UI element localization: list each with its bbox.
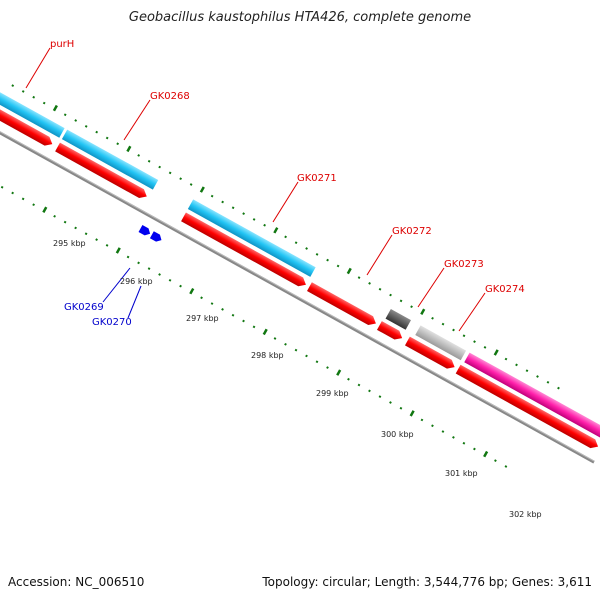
kbp-label: 299 kbp bbox=[316, 389, 349, 398]
feature-GK0272[interactable] bbox=[385, 308, 411, 330]
kbp-label: 300 kbp bbox=[381, 430, 414, 439]
feature-GK0268[interactable] bbox=[61, 129, 159, 190]
cds-track bbox=[0, 85, 600, 451]
kbp-label: 298 kbp bbox=[251, 351, 284, 360]
cds-arrow[interactable] bbox=[55, 142, 149, 201]
gene-label-purH: purH bbox=[50, 39, 74, 50]
gene-label-GK0272: GK0272 bbox=[392, 226, 432, 237]
cds-arrow[interactable] bbox=[455, 364, 600, 451]
feature-GK0274[interactable] bbox=[464, 352, 600, 440]
cds-arrow[interactable] bbox=[307, 282, 378, 328]
map-title: Geobacillus kaustophilus HTA426, complet… bbox=[128, 10, 472, 25]
kbp-label: 295 kbp bbox=[53, 239, 86, 248]
kbp-label: 301 kbp bbox=[445, 469, 478, 478]
leader-lines bbox=[25, 47, 486, 332]
gene-label-GK0270: GK0270 bbox=[92, 317, 132, 328]
feature-GK0269[interactable] bbox=[138, 224, 152, 237]
feature-GK0271[interactable] bbox=[187, 199, 316, 277]
gene-label-GK0274: GK0274 bbox=[485, 284, 525, 295]
feature-GK0270[interactable] bbox=[149, 231, 163, 243]
cds-arrow[interactable] bbox=[404, 336, 457, 372]
kbp-label: 302 kbp bbox=[509, 510, 542, 519]
feature-GK0273[interactable] bbox=[415, 325, 467, 361]
feature-purH[interactable] bbox=[0, 72, 65, 138]
kbp-label: 296 kbp bbox=[120, 277, 153, 286]
gene-label-GK0273: GK0273 bbox=[444, 259, 484, 270]
gene-label-GK0269: GK0269 bbox=[64, 302, 104, 313]
outer-tick-row bbox=[11, 84, 560, 390]
accession-text: Accession: NC_006510 bbox=[8, 575, 145, 589]
cds-arrow[interactable] bbox=[376, 321, 405, 342]
cds-arrow[interactable] bbox=[0, 85, 55, 148]
genome-backbone bbox=[0, 92, 595, 464]
genome-stats-text: Topology: circular; Length: 3,544,776 bp… bbox=[262, 575, 592, 589]
feature-track-outer bbox=[0, 72, 600, 440]
gene-label-GK0271: GK0271 bbox=[297, 173, 337, 184]
inner-tick-row bbox=[0, 185, 508, 468]
cds-arrow[interactable] bbox=[181, 212, 308, 289]
gene-label-GK0268: GK0268 bbox=[150, 91, 190, 102]
blue-features bbox=[138, 224, 163, 243]
kbp-label: 297 kbp bbox=[186, 314, 219, 323]
